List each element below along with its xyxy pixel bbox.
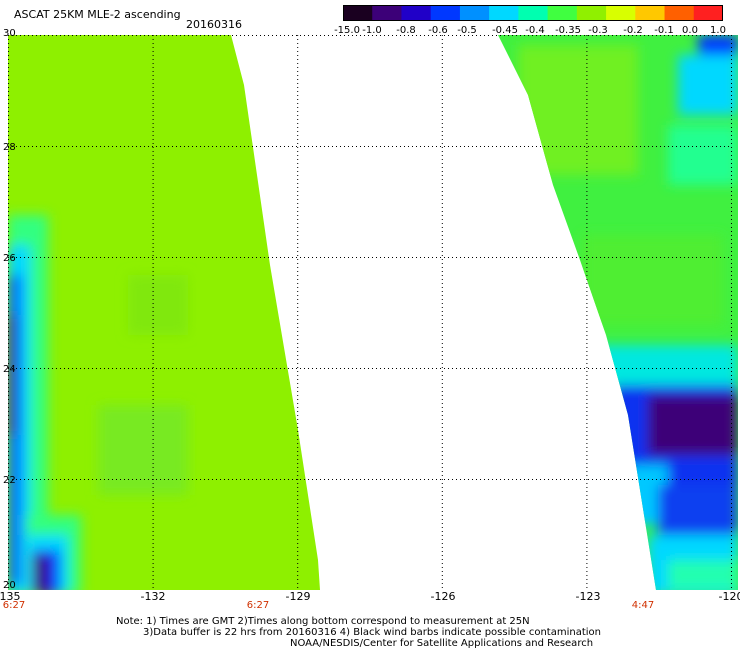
colorbar: [343, 5, 724, 21]
colorbar-swatch: [518, 5, 549, 21]
time-label: 6:27: [246, 600, 270, 611]
lon-label: -120: [718, 590, 740, 603]
lon-label: -126: [430, 590, 456, 603]
wind-map: [8, 35, 738, 590]
colorbar-label: -1.0: [362, 25, 382, 36]
time-label: 4:47: [631, 600, 655, 611]
swath-left: [8, 35, 320, 590]
lat-label: 20: [3, 580, 16, 591]
note-line-2: 3)Data buffer is 22 hrs from 20160316 4)…: [143, 627, 601, 638]
lon-label: -132: [140, 590, 166, 603]
colorbar-label: 0.0: [682, 25, 698, 36]
colorbar-label: -0.45: [492, 25, 518, 36]
note-line-3: NOAA/NESDIS/Center for Satellite Applica…: [290, 638, 594, 649]
swath-right: [498, 35, 738, 590]
note-line-1: Note: 1) Times are GMT 2)Times along bot…: [116, 616, 530, 627]
product-title: ASCAT 25KM MLE-2 ascending: [14, 8, 181, 21]
colorbar-label: -0.8: [396, 25, 416, 36]
colorbar-label: -0.5: [457, 25, 477, 36]
colorbar-gradient: [343, 5, 724, 21]
colorbar-label: -0.35: [555, 25, 581, 36]
colorbar-swatch: [459, 5, 490, 21]
lon-label: -123: [575, 590, 601, 603]
product-date: 20160316: [186, 18, 242, 31]
colorbar-swatch: [664, 5, 695, 21]
colorbar-border: [343, 5, 723, 21]
colorbar-label: -0.3: [588, 25, 608, 36]
colorbar-label: -0.2: [623, 25, 643, 36]
time-label: 6:27: [2, 600, 26, 611]
lat-lon-grid: [8, 35, 732, 590]
colorbar-swatch: [547, 5, 578, 21]
colorbar-swatch: [372, 5, 402, 21]
lon-label: -135: [0, 590, 21, 603]
colorbar-swatch: [576, 5, 607, 21]
colorbar-swatch: [635, 5, 666, 21]
colorbar-swatch: [430, 5, 461, 21]
lat-label: 30: [3, 28, 16, 39]
lon-label: -129: [285, 590, 311, 603]
colorbar-swatch: [606, 5, 636, 21]
lat-label: 22: [3, 475, 16, 486]
colorbar-label: -0.4: [525, 25, 545, 36]
colorbar-swatch: [489, 5, 519, 21]
colorbar-label: -0.6: [428, 25, 448, 36]
lat-label: 28: [3, 142, 16, 153]
colorbar-swatch: [401, 5, 432, 21]
colorbar-swatch: [693, 5, 724, 21]
colorbar-label: -0.1: [654, 25, 674, 36]
colorbar-label: 1.0: [710, 25, 726, 36]
colorbar-swatch: [343, 5, 373, 21]
lat-label: 24: [3, 364, 16, 375]
colorbar-label: -15.0: [334, 25, 360, 36]
lat-label: 26: [3, 253, 16, 264]
